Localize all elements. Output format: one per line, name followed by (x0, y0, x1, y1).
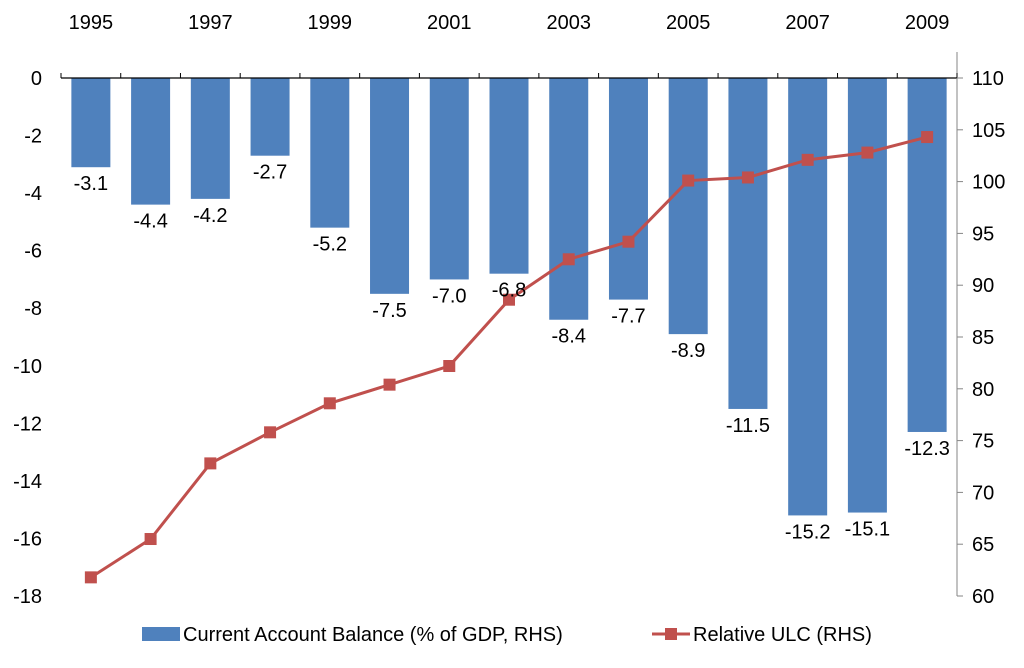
ulc-point-2007 (801, 153, 814, 166)
bar-1995 (71, 78, 111, 168)
bar-2001 (429, 78, 469, 280)
bar-2005 (668, 78, 708, 335)
y-left-tick-label: -18 (13, 586, 42, 608)
y-left-tick-label: -6 (24, 241, 42, 263)
bar-1996 (131, 78, 171, 205)
bar-value-label: -8.9 (671, 340, 705, 362)
legend-swatch-bar (142, 627, 180, 641)
x-tick-label: 2009 (905, 12, 950, 34)
line-series (84, 131, 934, 584)
tick-labels: 1995 1997 1999 2001 2003 2005 2007 2009 0 -2 -4 -6 -… (13, 12, 1005, 608)
bar-2000 (370, 78, 410, 294)
ulc-point-2004 (622, 235, 635, 248)
ulc-point-1999 (323, 397, 336, 410)
bar-2003 (549, 78, 589, 320)
legend: Current Account Balance (% of GDP, RHS) R… (142, 624, 872, 646)
y-right-tick-label: 80 (972, 379, 994, 401)
x-tick-label: 2001 (427, 12, 472, 34)
bar-value-label: -4.4 (133, 211, 167, 233)
y-right-tick-label: 65 (972, 534, 994, 556)
y-left-tick-label: -14 (13, 471, 42, 493)
bar-value-label: -7.0 (432, 285, 466, 307)
y-left-tick-label: -4 (24, 183, 42, 205)
ulc-point-1995 (84, 571, 97, 584)
bar-value-label: -15.2 (785, 521, 831, 543)
ulc-point-2003 (562, 253, 575, 266)
bar-value-label: -7.5 (372, 300, 406, 322)
bar-value-label: -8.4 (551, 326, 585, 348)
y-left-tick-label: -10 (13, 356, 42, 378)
x-tick-label: 2003 (546, 12, 591, 34)
y-right-tick-label: 75 (972, 431, 994, 453)
bar-value-label: -15.1 (845, 519, 891, 541)
ulc-point-2005 (682, 174, 695, 187)
bar-series (71, 78, 947, 516)
bar-1998 (250, 78, 290, 156)
bar-2004 (608, 78, 648, 300)
ulc-point-2006 (741, 171, 754, 184)
ulc-point-2009 (921, 131, 934, 144)
bar-2006 (728, 78, 768, 409)
y-left-tick-label: 0 (31, 68, 42, 90)
ulc-point-2001 (443, 360, 456, 373)
ulc-point-2002 (503, 293, 515, 306)
y-right-tick-label: 100 (972, 172, 1005, 194)
y-left-tick-label: -12 (13, 413, 42, 435)
bar-value-label: -11.5 (726, 415, 770, 437)
data-labels: -3.1 -4.4 -4.2 -2.7 -5.2 -7.5 -7.0 -6.8 -8.4 -7.7… (74, 162, 950, 544)
ulc-point-1996 (144, 533, 157, 546)
bar-1997 (190, 78, 230, 199)
bar-value-label: -7.7 (611, 306, 645, 328)
bar-value-label: -6.8 (492, 280, 526, 302)
axes (60, 52, 963, 597)
bar-1999 (310, 78, 350, 228)
ulc-point-1997 (204, 457, 217, 470)
ulc-point-2000 (383, 378, 396, 391)
bar-2007 (788, 78, 828, 516)
y-right-tick-label: 95 (972, 223, 994, 245)
legend-label-current-account: Current Account Balance (% of GDP, RHS) (183, 624, 563, 646)
bar-value-label: -5.2 (313, 234, 347, 256)
bar-value-label: -3.1 (74, 173, 108, 195)
y-right-tick-label: 60 (972, 586, 994, 608)
x-tick-label: 2007 (785, 12, 830, 34)
bar-2002 (489, 78, 529, 274)
bar-2008 (847, 78, 887, 513)
bar-value-label: -4.2 (193, 205, 227, 227)
bar-value-label: -12.3 (904, 438, 950, 460)
ulc-point-1998 (264, 426, 277, 439)
bar-value-label: -2.7 (253, 162, 287, 184)
y-right-tick-label: 105 (972, 120, 1005, 142)
y-right-tick-label: 110 (972, 68, 1004, 90)
y-right-tick-label: 70 (972, 482, 994, 504)
y-right-tick-label: 85 (972, 327, 994, 349)
legend-label-relative-ulc: Relative ULC (RHS) (693, 624, 872, 646)
x-tick-label: 1997 (188, 12, 233, 34)
y-right-tick-label: 90 (972, 275, 994, 297)
x-tick-label: 1999 (308, 12, 353, 34)
legend-swatch-marker (665, 628, 677, 640)
y-left-tick-label: -16 (13, 528, 42, 550)
x-tick-label: 2005 (666, 12, 711, 34)
x-tick-label: 1995 (69, 12, 114, 34)
y-left-tick-label: -8 (24, 298, 42, 320)
y-left-tick-label: -2 (24, 126, 42, 148)
ulc-point-2008 (861, 146, 874, 159)
